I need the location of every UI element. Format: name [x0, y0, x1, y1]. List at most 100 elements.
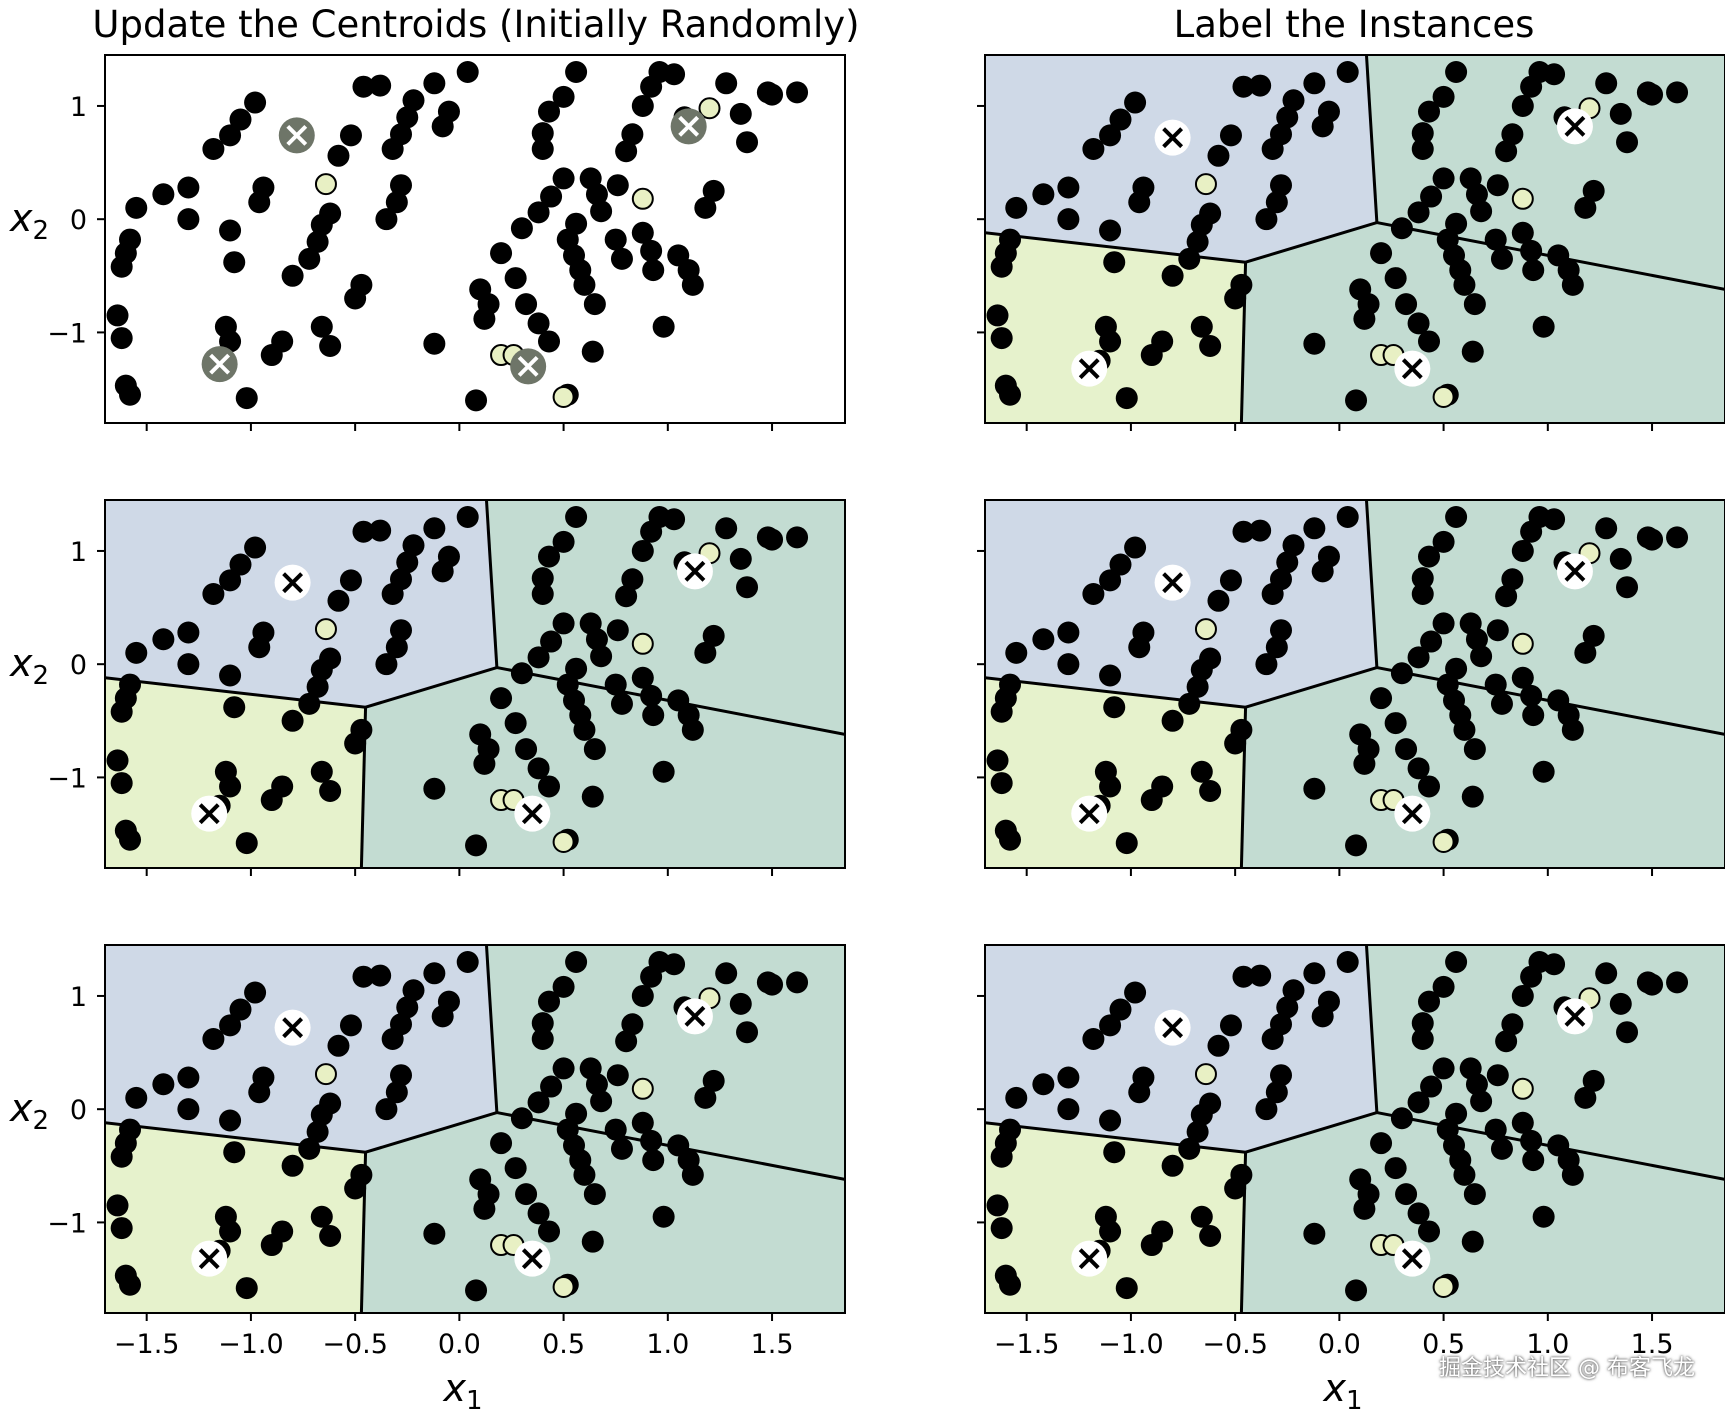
data-point — [1390, 1107, 1413, 1130]
data-point — [1230, 718, 1253, 741]
data-point — [610, 1137, 633, 1160]
data-point — [583, 1183, 606, 1206]
data-point — [604, 1118, 627, 1141]
decision-boundary — [365, 666, 498, 709]
data-point — [244, 536, 267, 559]
data-point — [1103, 1141, 1126, 1164]
data-point — [1420, 630, 1443, 653]
data-point — [1057, 208, 1080, 231]
data-point — [490, 687, 513, 710]
data-point — [339, 569, 362, 592]
data-point — [1124, 536, 1147, 559]
data-point — [1207, 589, 1230, 612]
data-point — [1463, 1183, 1486, 1206]
data-point — [1032, 1073, 1055, 1096]
centroid-cross-icon — [198, 803, 220, 825]
data-point — [590, 1090, 613, 1113]
data-point — [423, 962, 446, 985]
data-point — [1261, 1027, 1284, 1050]
data-point — [604, 673, 627, 696]
data-point — [729, 547, 752, 570]
data-point — [565, 950, 588, 973]
data-point — [1317, 990, 1340, 1013]
data-point — [1395, 1183, 1418, 1206]
data-point — [1666, 81, 1689, 104]
plot-frame — [104, 54, 846, 424]
data-point — [510, 662, 533, 685]
data-point — [510, 217, 533, 240]
data-point — [177, 653, 200, 676]
data-point — [1124, 981, 1147, 1004]
data-point — [590, 200, 613, 223]
data-point — [350, 1163, 373, 1186]
data-point — [306, 1120, 329, 1143]
subplot-2 — [977, 54, 1725, 431]
data-point — [396, 996, 419, 1019]
data-point — [1432, 1057, 1455, 1080]
data-point — [1099, 330, 1122, 353]
centroid-cross-icon — [1078, 358, 1100, 380]
data-point — [538, 100, 560, 123]
data-point — [177, 208, 200, 231]
data-point — [1190, 658, 1213, 681]
data-point — [1270, 174, 1292, 197]
data-point — [1574, 196, 1597, 219]
data-point — [1336, 950, 1359, 973]
data-point — [1395, 293, 1418, 316]
data-point — [229, 553, 252, 576]
data-point — [504, 1157, 527, 1180]
plot-frame — [984, 499, 1725, 869]
decision-boundary — [1364, 55, 1379, 223]
data-point — [1140, 789, 1163, 812]
data-point — [1495, 1030, 1518, 1053]
data-point — [621, 123, 644, 146]
data-point — [1390, 217, 1413, 240]
data-point — [538, 545, 560, 568]
data-point — [119, 383, 142, 406]
data-point — [1103, 696, 1126, 719]
data-point — [1190, 1103, 1213, 1126]
data-point — [694, 641, 717, 664]
data-point — [177, 176, 200, 199]
data-point — [1099, 124, 1122, 147]
plot-area — [985, 55, 1725, 423]
x-axis-label-subscript: 1 — [466, 1386, 483, 1410]
x-tick-label: −1.0 — [218, 1329, 284, 1360]
data-point — [990, 700, 1013, 723]
data-point — [1276, 996, 1299, 1019]
data-point — [531, 567, 554, 590]
plot-frame — [984, 944, 1725, 1314]
data-point — [327, 589, 350, 612]
data-point — [999, 828, 1022, 851]
data-point — [423, 777, 446, 800]
data-point — [1407, 646, 1430, 669]
data-point — [219, 1014, 242, 1037]
data-point — [1249, 74, 1272, 97]
data-point — [1490, 692, 1513, 715]
plot-frame — [104, 499, 846, 869]
data-point — [1232, 75, 1255, 98]
data-point — [119, 828, 142, 851]
data-point — [1261, 582, 1284, 605]
data-point — [986, 1194, 1009, 1217]
data-point — [1345, 1279, 1368, 1302]
data-point — [1520, 239, 1543, 262]
data-point — [1370, 687, 1393, 710]
x-tick-label: 1.0 — [1526, 1329, 1569, 1360]
plot-frame — [984, 54, 1725, 424]
data-point — [390, 619, 412, 642]
data-point — [465, 389, 488, 412]
centroid-cross-icon — [1401, 358, 1423, 380]
data-point — [369, 519, 392, 542]
data-point — [1390, 662, 1413, 685]
x-tick-label: 1.5 — [1631, 1329, 1674, 1360]
data-point — [1099, 569, 1122, 592]
data-point — [640, 684, 663, 707]
data-point — [260, 344, 283, 367]
centroid-cross-icon — [521, 1248, 543, 1270]
data-point — [552, 85, 575, 108]
data-point — [125, 1086, 148, 1109]
centroid-cross-icon — [1078, 803, 1100, 825]
decision-boundary — [365, 1111, 498, 1154]
y-tick-label: 1 — [70, 537, 87, 568]
